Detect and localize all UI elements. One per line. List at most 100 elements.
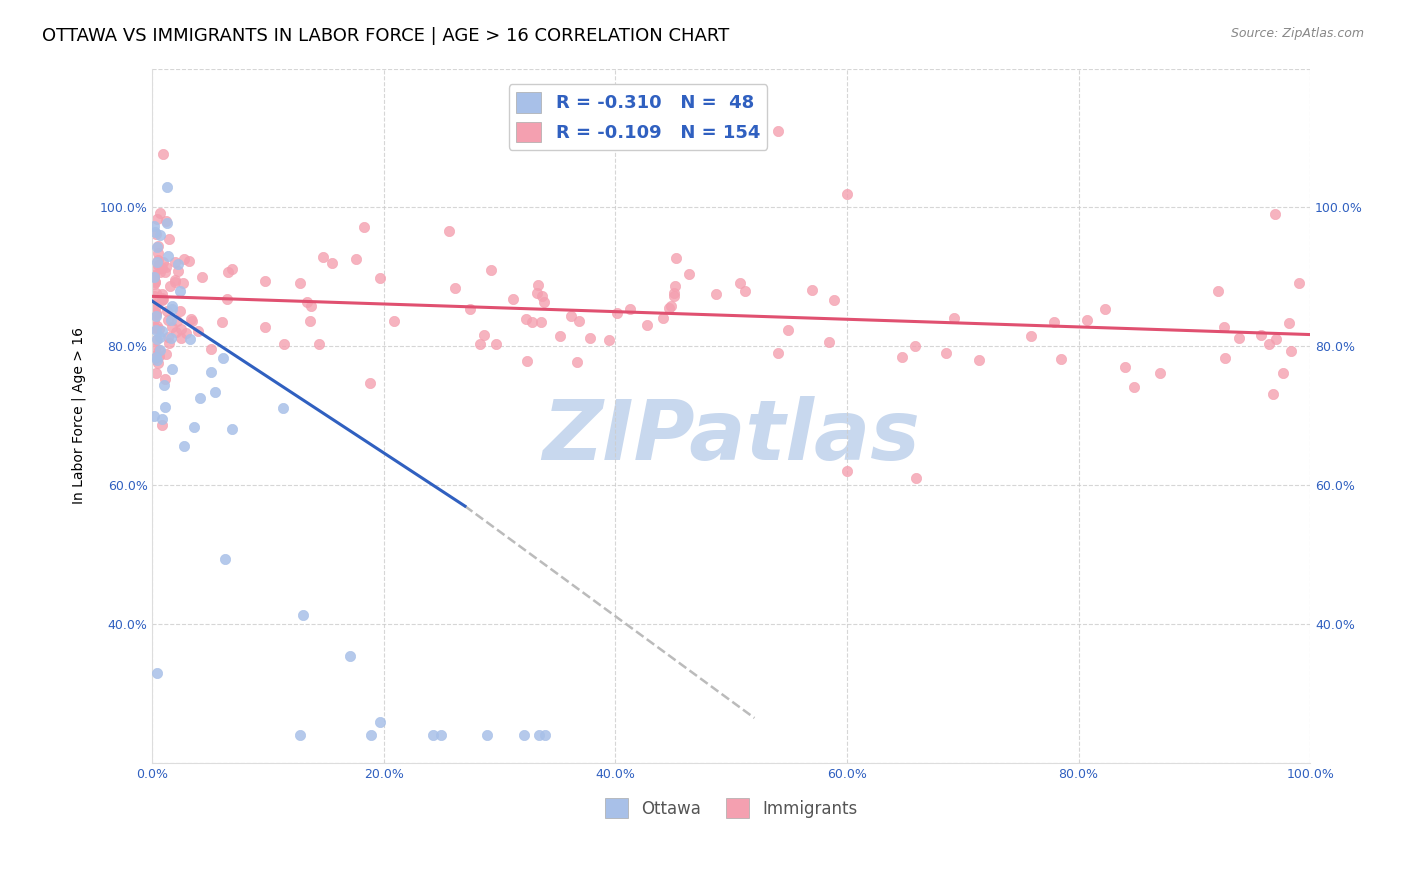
Point — [146, 332, 169, 346]
Point — [142, 270, 165, 285]
Point — [191, 269, 214, 284]
Point — [156, 249, 179, 263]
Point — [145, 323, 167, 337]
Point — [143, 349, 166, 363]
Point — [659, 299, 682, 313]
Point — [1042, 315, 1064, 329]
Point — [169, 304, 191, 318]
Point — [146, 212, 169, 227]
Point — [167, 264, 190, 278]
Point — [835, 186, 858, 201]
Point — [905, 471, 928, 485]
Point — [368, 714, 391, 729]
Point — [143, 275, 166, 289]
Point — [479, 263, 502, 277]
Point — [1076, 313, 1098, 327]
Point — [160, 301, 183, 316]
Y-axis label: In Labor Force | Age > 16: In Labor Force | Age > 16 — [72, 327, 86, 504]
Point — [156, 313, 179, 327]
Point — [1272, 366, 1295, 380]
Point — [145, 286, 167, 301]
Point — [890, 351, 912, 365]
Point — [142, 269, 165, 284]
Point — [183, 419, 205, 434]
Point — [943, 311, 966, 326]
Point — [150, 418, 173, 433]
Point — [368, 270, 391, 285]
Point — [636, 318, 658, 333]
Point — [169, 284, 191, 298]
Point — [148, 349, 170, 363]
Point — [1213, 320, 1236, 334]
Point — [160, 299, 183, 313]
Point — [579, 331, 602, 345]
Point — [662, 289, 685, 303]
Point — [678, 268, 700, 282]
Point — [155, 347, 177, 361]
Point — [145, 227, 167, 241]
Point — [143, 268, 166, 282]
Point — [565, 354, 588, 368]
Point — [188, 391, 211, 405]
Point — [444, 281, 467, 295]
Point — [145, 307, 167, 321]
Point — [143, 275, 166, 289]
Point — [527, 728, 550, 742]
Point — [217, 293, 239, 307]
Point — [734, 284, 756, 298]
Point — [152, 147, 174, 161]
Point — [155, 213, 177, 227]
Point — [619, 302, 641, 317]
Point — [157, 330, 180, 344]
Point — [598, 333, 620, 347]
Point — [530, 315, 553, 329]
Point — [321, 256, 343, 270]
Point — [145, 309, 167, 323]
Point — [153, 265, 176, 279]
Point — [146, 258, 169, 272]
Point — [160, 361, 183, 376]
Point — [657, 301, 679, 315]
Point — [801, 283, 824, 297]
Point — [142, 219, 165, 234]
Point — [145, 334, 167, 348]
Point — [818, 334, 841, 349]
Point — [146, 356, 169, 370]
Point — [142, 319, 165, 334]
Point — [157, 232, 180, 246]
Point — [967, 353, 990, 368]
Point — [429, 728, 451, 742]
Point — [253, 274, 276, 288]
Point — [515, 311, 537, 326]
Point — [221, 421, 243, 435]
Point — [155, 372, 177, 386]
Point — [353, 219, 375, 234]
Point — [904, 339, 927, 353]
Point — [359, 376, 381, 390]
Point — [1279, 344, 1302, 359]
Text: OTTAWA VS IMMIGRANTS IN LABOR FORCE | AGE > 16 CORRELATION CHART: OTTAWA VS IMMIGRANTS IN LABOR FORCE | AG… — [42, 27, 730, 45]
Point — [766, 124, 789, 138]
Point — [1123, 380, 1146, 394]
Point — [344, 252, 367, 267]
Point — [150, 412, 173, 426]
Point — [652, 310, 675, 325]
Point — [439, 224, 461, 238]
Point — [146, 665, 169, 680]
Point — [179, 332, 201, 346]
Point — [142, 277, 165, 292]
Point — [548, 329, 571, 343]
Point — [1257, 336, 1279, 351]
Point — [160, 313, 183, 327]
Point — [1288, 276, 1310, 290]
Point — [470, 336, 492, 351]
Point — [143, 269, 166, 284]
Point — [1278, 316, 1301, 330]
Point — [153, 400, 176, 414]
Point — [204, 384, 226, 399]
Point — [159, 279, 181, 293]
Point — [1263, 386, 1285, 401]
Point — [1149, 366, 1171, 380]
Point — [146, 240, 169, 254]
Point — [1050, 351, 1073, 366]
